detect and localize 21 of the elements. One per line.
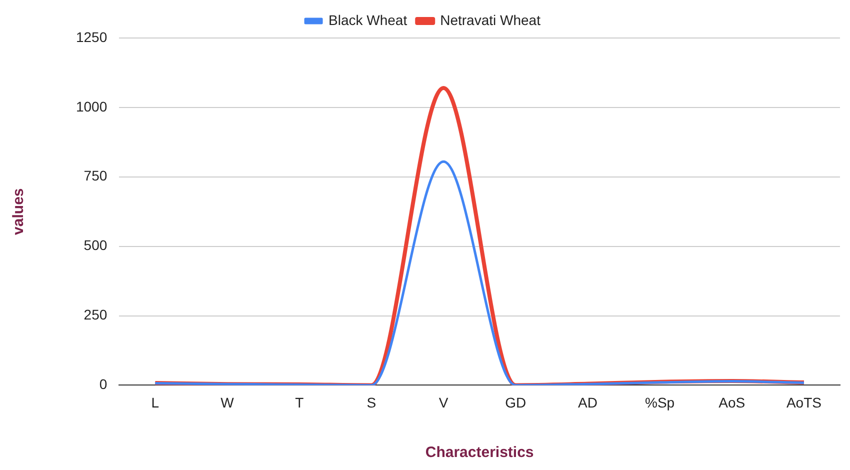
x-tick-label: T <box>295 394 304 410</box>
x-axis-title: Characteristics <box>425 444 534 462</box>
x-tick-label: W <box>220 394 235 410</box>
x-tick-label: L <box>151 394 160 410</box>
y-tick-label: 250 <box>84 306 108 323</box>
y-tick-label: 750 <box>84 168 108 184</box>
x-tick-label: %Sp <box>644 394 675 410</box>
y-tick-label: 1000 <box>76 98 108 114</box>
legend-label: Black Wheat <box>328 12 408 28</box>
y-axis-title: values <box>10 188 28 235</box>
x-tick-label: AD <box>578 394 598 410</box>
line-series <box>154 160 806 386</box>
y-tick-label: 500 <box>84 237 108 254</box>
y-tick-label: 0 <box>99 376 108 392</box>
x-tick-label: AoS <box>718 394 746 410</box>
y-tick-label: 1250 <box>76 28 108 45</box>
legend-label: Netravati Wheat <box>440 12 541 28</box>
x-tick-label: V <box>438 394 449 410</box>
x-tick-label: AoTS <box>786 394 822 410</box>
x-tick-label: GD <box>505 394 526 410</box>
x-tick-label: S <box>366 394 376 410</box>
